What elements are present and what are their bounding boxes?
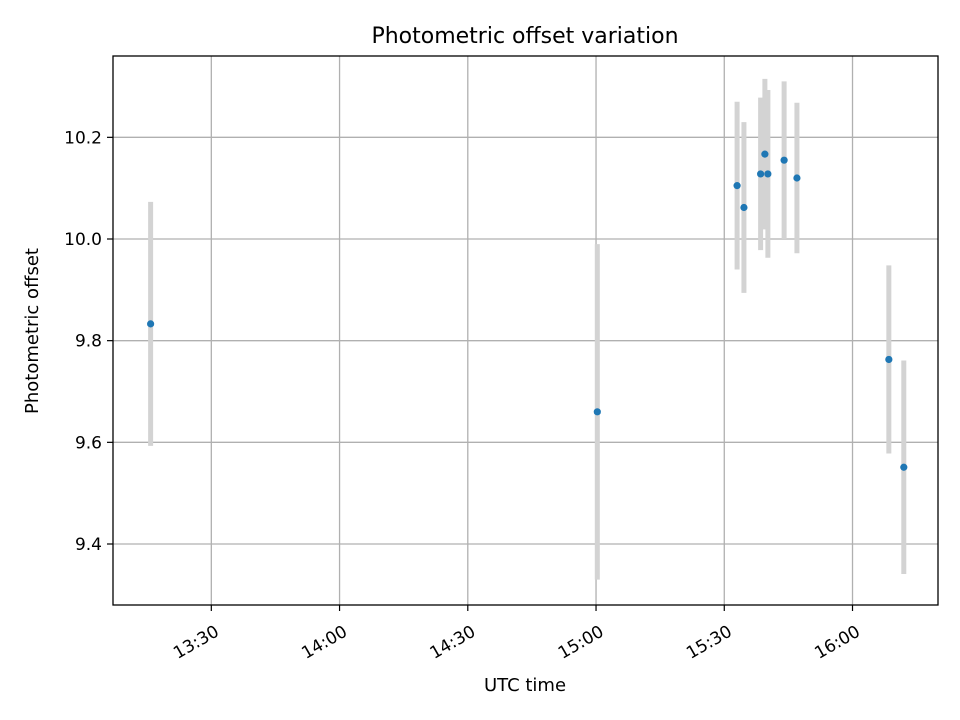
data-point [900,464,907,471]
data-point [740,204,747,211]
errorbar-layer [151,79,904,580]
y-tick-label: 10.2 [64,128,102,148]
y-axis-label: Photometric offset [22,248,43,414]
x-tick-label: 15:00 [555,622,607,664]
plot-frame [113,56,938,605]
x-tick-label: 16:00 [811,622,863,664]
y-tick-label: 10.0 [64,230,102,250]
grid-layer [113,56,938,605]
data-point [781,157,788,164]
y-tick-label: 9.6 [75,433,102,453]
y-tick-label: 9.4 [75,535,102,555]
data-point [764,170,771,177]
data-point [594,408,601,415]
chart-title: Photometric offset variation [371,24,678,49]
point-layer [147,151,907,471]
data-point [793,174,800,181]
chart: Photometric offset variation 13:30 14:00 1… [0,0,960,720]
x-tick-label: 14:30 [427,622,479,664]
y-tick-label: 9.8 [75,332,102,352]
data-point [757,170,764,177]
x-tick-label: 13:30 [170,622,222,664]
data-point [147,320,154,327]
data-point [761,151,768,158]
x-tick-label: 15:30 [683,622,735,664]
data-point [733,182,740,189]
x-tick-label: 14:00 [298,622,350,664]
data-point [885,356,892,363]
x-axis-label: UTC time [484,675,566,696]
